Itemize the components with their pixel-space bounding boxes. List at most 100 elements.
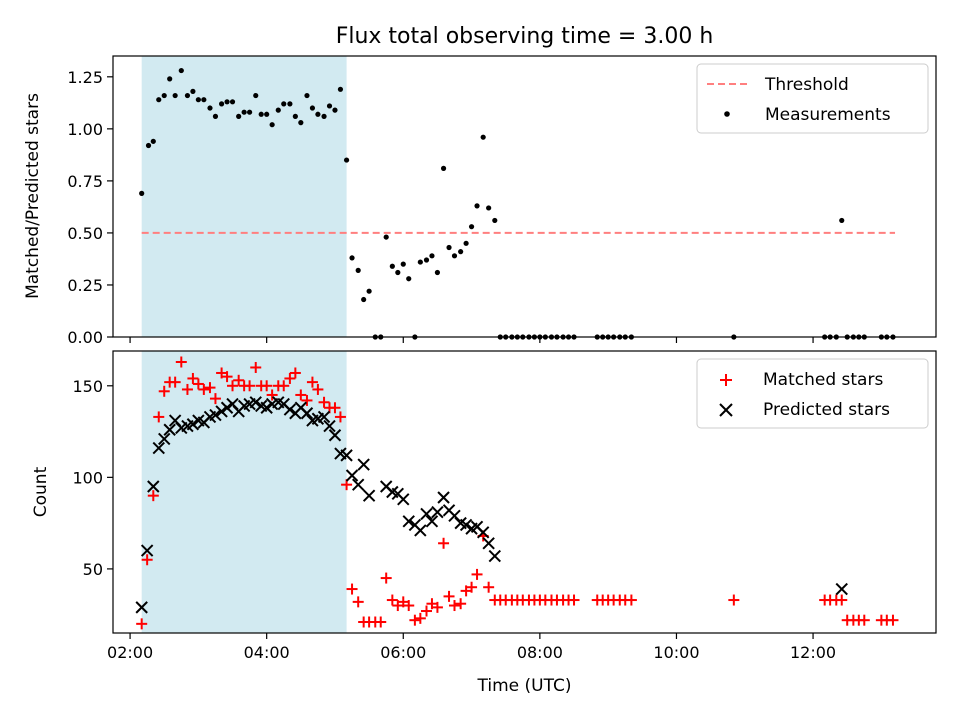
measurement-point bbox=[332, 107, 338, 113]
measurement-point bbox=[463, 240, 469, 246]
matched-star-point bbox=[136, 618, 148, 630]
matched-star-point bbox=[192, 378, 204, 390]
count-panel: 02:00 04:00 06:00 08:00 10:00 12:00 50100150 … bbox=[31, 350, 937, 662]
ratio-y-ticks: 0.00 0.25 0.50 0.75 1.00 1.25 bbox=[67, 68, 113, 347]
measurement-point bbox=[184, 92, 191, 99]
measurement-point bbox=[458, 249, 464, 255]
legend-matched-swatch bbox=[720, 374, 732, 386]
chart-title: Flux total observing time = 3.00 h bbox=[336, 24, 714, 49]
predicted-star-point bbox=[476, 526, 490, 539]
matched-star-point bbox=[209, 393, 221, 405]
matched-star-point bbox=[380, 572, 392, 584]
measurement-point bbox=[281, 101, 287, 107]
measurement-point bbox=[207, 105, 213, 111]
matched-star-point bbox=[261, 380, 273, 392]
matched-star-point bbox=[181, 383, 193, 395]
matched-star-point bbox=[306, 376, 318, 388]
matched-star-point bbox=[887, 614, 899, 626]
observing-window-band bbox=[141, 56, 347, 337]
matched-star-point bbox=[147, 490, 159, 502]
matched-star-point bbox=[301, 394, 313, 406]
matched-star-point bbox=[420, 605, 432, 617]
predicted-star-point bbox=[835, 582, 848, 596]
matched-star-point bbox=[438, 537, 450, 549]
matched-star-point bbox=[625, 594, 637, 606]
matched-star-point bbox=[158, 385, 170, 397]
measurement-point bbox=[167, 76, 173, 82]
predicted-star-point bbox=[209, 408, 222, 422]
matched-star-point bbox=[471, 568, 483, 580]
matched-star-point bbox=[431, 601, 443, 613]
matched-star-point bbox=[414, 612, 426, 624]
ratio-y-axis-label: Matched/Predicted stars bbox=[23, 93, 43, 299]
measurement-point bbox=[395, 269, 401, 276]
y-tick-label: 100 bbox=[72, 468, 103, 487]
matched-star-point bbox=[448, 600, 460, 612]
count-legend-box bbox=[696, 358, 929, 429]
legend-predicted-swatch bbox=[719, 403, 733, 417]
observing-window-shade bbox=[141, 351, 347, 633]
measurement-point bbox=[468, 224, 475, 230]
matched-star-point bbox=[443, 590, 455, 602]
observing-window-band bbox=[141, 351, 347, 633]
legend-threshold-label: Threshold bbox=[764, 75, 849, 95]
measurement-point bbox=[486, 205, 492, 211]
x-tick-label: 04:00 bbox=[244, 643, 290, 662]
predicted-star-point bbox=[362, 489, 376, 502]
measurement-point bbox=[145, 142, 152, 149]
matched-star-point bbox=[295, 389, 307, 401]
measurement-point bbox=[258, 111, 264, 117]
matched-star-point bbox=[227, 380, 239, 392]
predicted-star-point bbox=[300, 407, 314, 420]
legend-measurements-swatch bbox=[724, 111, 730, 117]
ratio-x-ticks bbox=[129, 337, 814, 343]
x-axis-label: Time (UTC) bbox=[477, 676, 572, 696]
predicted-star-point bbox=[323, 419, 336, 433]
measurement-point bbox=[287, 101, 293, 107]
matched-star-point bbox=[409, 614, 421, 626]
matched-star-point bbox=[728, 594, 740, 606]
predicted-star-point bbox=[431, 505, 444, 519]
matched-star-point bbox=[346, 583, 358, 595]
matched-star-point bbox=[329, 402, 341, 414]
predicted-star-point bbox=[158, 432, 171, 446]
y-tick-label: 50 bbox=[83, 560, 103, 579]
measurement-point bbox=[440, 165, 447, 171]
predicted-star-point bbox=[328, 429, 342, 442]
measurement-point bbox=[326, 103, 333, 109]
measurement-point bbox=[349, 255, 355, 261]
predicted-star-point bbox=[283, 403, 297, 416]
count-y-ticks: 50 100 150 bbox=[72, 377, 113, 579]
y-tick-label: 150 bbox=[72, 377, 103, 396]
measurement-point bbox=[275, 107, 281, 113]
measurement-point bbox=[417, 259, 423, 265]
measurement-point bbox=[229, 99, 236, 105]
measurement-point bbox=[492, 217, 498, 224]
predicted-star-point bbox=[147, 480, 160, 493]
matched-star-point bbox=[483, 581, 495, 593]
measurement-point bbox=[383, 234, 389, 240]
measurement-point bbox=[298, 120, 304, 126]
predicted-star-point bbox=[220, 401, 234, 414]
y-tick-label: 0.50 bbox=[67, 224, 103, 243]
y-tick-label: 0.75 bbox=[67, 172, 103, 191]
matched-star-point bbox=[836, 594, 848, 606]
x-tick-label: 08:00 bbox=[517, 643, 563, 662]
matched-star-point bbox=[352, 596, 364, 608]
measurement-point bbox=[315, 111, 321, 117]
predicted-star-point bbox=[186, 418, 200, 431]
measurement-point bbox=[400, 261, 406, 267]
measurement-point bbox=[218, 101, 225, 107]
measurement-point bbox=[246, 109, 253, 115]
matched-star-point bbox=[204, 382, 216, 394]
x-tick-label: 02:00 bbox=[107, 643, 153, 662]
measurement-point bbox=[406, 276, 412, 282]
matched-star-point bbox=[244, 380, 256, 392]
y-tick-label: 1.25 bbox=[67, 68, 103, 87]
predicted-star-point bbox=[414, 524, 427, 537]
measurement-point bbox=[190, 88, 196, 94]
count-axes-frame bbox=[112, 350, 937, 634]
measurement-point bbox=[480, 134, 486, 140]
x-tick-label: 12:00 bbox=[790, 643, 836, 662]
